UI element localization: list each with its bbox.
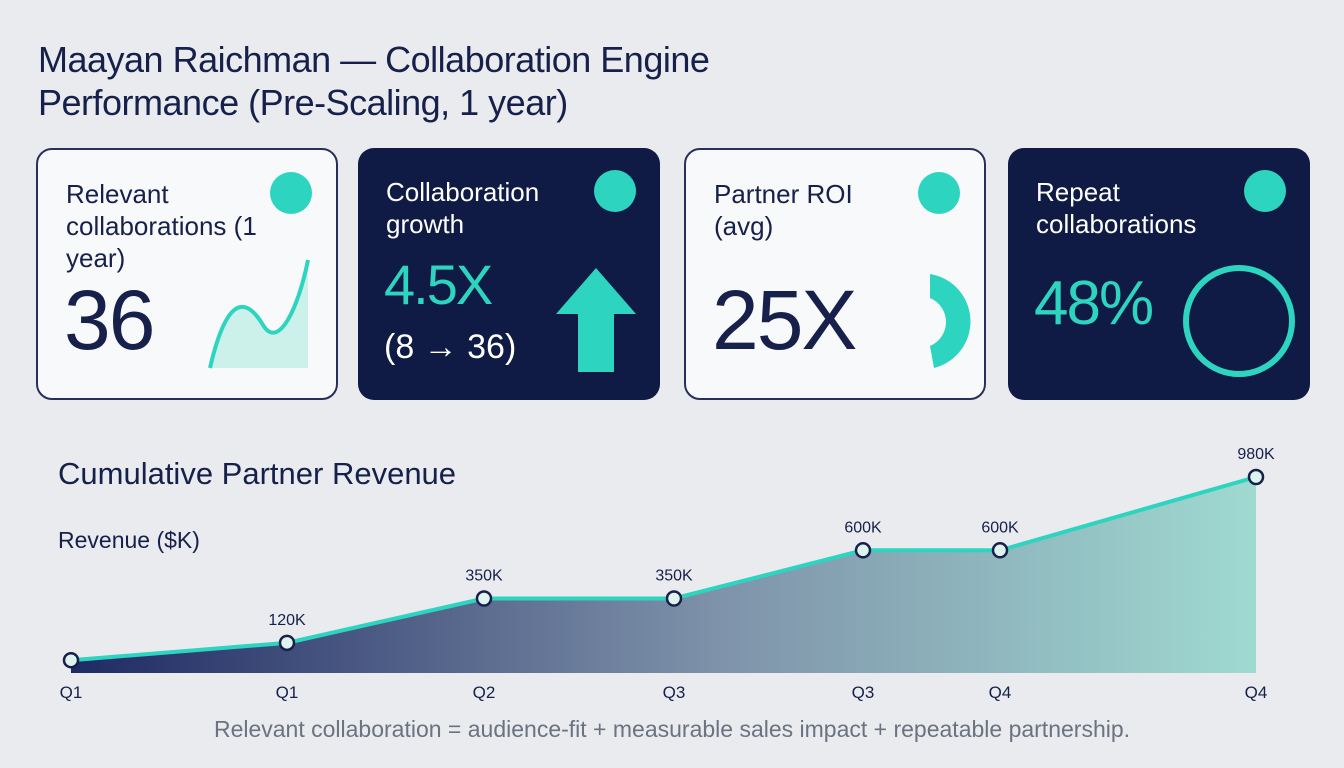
kpi-card: Relevant collaborations (1 year) 36 [36, 148, 338, 400]
data-label: 350K [655, 568, 693, 585]
icon-dot [594, 170, 636, 212]
kpi-label: Partner ROI (avg) [714, 179, 853, 241]
point [475, 590, 493, 607]
ring-icon [930, 274, 971, 368]
data-label: 600K [981, 519, 1019, 536]
chart: Cumulative Partner Revenue Revenue ($K) … [58, 446, 1275, 702]
chart-title: Cumulative Partner Revenue [58, 456, 456, 491]
data-label: 600K [844, 519, 882, 536]
arrow-icon [556, 268, 636, 372]
kpi-label: Relevant collaborations (1 year) [66, 179, 257, 273]
kpi-detail: (8 → 36) [384, 328, 517, 366]
kpi-value: 36 [64, 273, 155, 367]
point [854, 542, 872, 559]
x-tick-label: Q4 [989, 683, 1012, 702]
page-title: Maayan Raichman — Collaboration Engine P… [38, 39, 710, 123]
kpi-value: 48% [1034, 269, 1154, 338]
kpi-value: 25X [712, 273, 857, 367]
data-label: 350K [465, 568, 503, 585]
ring-icon [1183, 265, 1295, 377]
x-tick-label: Q1 [276, 683, 299, 702]
kpi-card: Partner ROI (avg) 25X [684, 148, 986, 400]
point [991, 542, 1009, 559]
point [62, 651, 80, 669]
point [665, 590, 683, 607]
kpi-label: Collaboration growth [386, 177, 540, 239]
kpi-card: Repeat collaborations 48% [1008, 148, 1310, 400]
kpi-label: Repeat collaborations [1036, 177, 1197, 239]
sparkline-icon [208, 259, 310, 369]
point [278, 634, 296, 652]
x-tick-label: Q3 [852, 683, 875, 702]
icon-dot [918, 172, 960, 214]
icon-dot [1244, 170, 1286, 212]
x-tick-label: Q2 [473, 683, 496, 702]
kpi-value: 4.5X [384, 253, 493, 316]
point [1247, 468, 1265, 486]
x-tick-label: Q3 [663, 683, 686, 702]
data-label: 120K [268, 612, 306, 629]
icon-dot [270, 172, 312, 214]
x-tick-label: Q1 [60, 683, 83, 702]
area [71, 477, 1256, 673]
axis-label: Revenue ($K) [58, 527, 200, 553]
data-label: 980K [1237, 446, 1275, 463]
kpi-card: Collaboration growth 4.5X (8 → 36) [358, 148, 660, 400]
footnote: Relevant collaboration = audience-fit + … [213, 716, 1131, 742]
x-tick-label: Q4 [1245, 683, 1268, 702]
